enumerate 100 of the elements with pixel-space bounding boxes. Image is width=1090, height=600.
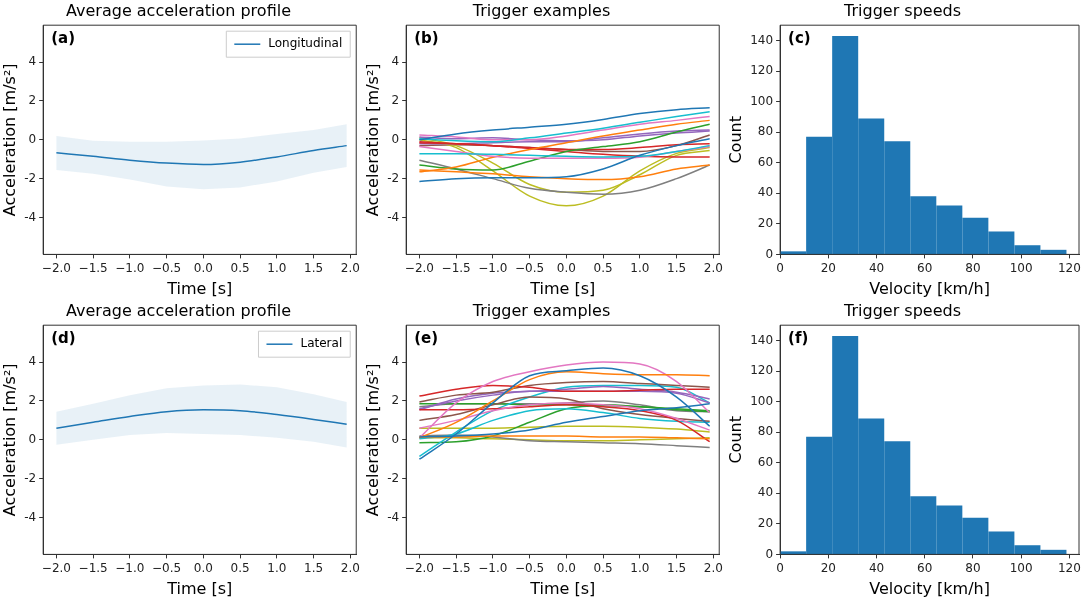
x-tick-label: 1.5 — [304, 560, 324, 575]
x-tick-label: 20 — [820, 260, 836, 275]
y-tick-label: 80 — [757, 124, 774, 139]
x-tick-label: 2.0 — [340, 560, 360, 575]
x-tick-label: −0.5 — [152, 260, 182, 275]
x-tick-label: 1.0 — [267, 260, 287, 275]
y-tick-label: 4 — [28, 354, 37, 369]
y-tick-label: 4 — [391, 54, 400, 69]
annotation: (c) — [788, 28, 811, 47]
x-tick-label: 2.0 — [703, 260, 723, 275]
x-tick-label: 80 — [965, 560, 981, 575]
annotation: (d) — [51, 328, 76, 347]
y-tick-label: -2 — [24, 470, 37, 485]
x-axis-title: Velocity [km/h] — [869, 278, 990, 298]
y-tick-label: 40 — [757, 485, 774, 500]
x-tick-label: 0.5 — [593, 260, 613, 275]
x-tick-label: 0.5 — [230, 560, 250, 575]
chart-title: Trigger speeds — [843, 0, 961, 20]
y-tick-label: 120 — [750, 363, 774, 378]
x-tick-label: −0.5 — [515, 560, 545, 575]
x-tick-label: 80 — [965, 260, 981, 275]
y-tick-label: 40 — [757, 185, 774, 200]
x-tick-label: 0.0 — [193, 260, 213, 275]
chart-title: Average acceleration profile — [66, 300, 291, 320]
x-tick-label: 1.5 — [304, 260, 324, 275]
y-tick-label: -2 — [24, 170, 37, 185]
legend-label: Longitudinal — [268, 36, 343, 51]
x-tick-label: 1.0 — [630, 260, 650, 275]
y-tick-label: 2 — [28, 93, 37, 108]
y-tick-label: 0 — [28, 431, 37, 446]
annotation: (e) — [414, 328, 439, 347]
x-tick-label: −1.5 — [78, 560, 108, 575]
x-tick-label: −1.0 — [115, 260, 145, 275]
x-tick-label: 120 — [1057, 260, 1081, 275]
y-axis-title: Count — [725, 116, 745, 164]
x-tick-label: −1.5 — [78, 260, 108, 275]
legend-label: Lateral — [300, 336, 343, 351]
y-tick-label: 0 — [28, 131, 37, 146]
y-tick-label: 60 — [757, 454, 774, 469]
y-tick-label: 20 — [757, 515, 774, 530]
y-tick-label: 0 — [391, 131, 400, 146]
y-tick-label: 80 — [757, 424, 774, 439]
x-tick-label: 0.0 — [193, 560, 213, 575]
x-tick-label: −0.5 — [515, 260, 545, 275]
x-tick-label: 60 — [917, 560, 933, 575]
x-tick-label: 2.0 — [703, 560, 723, 575]
y-axis-title: Acceleration [m/s²] — [362, 63, 382, 217]
x-tick-label: −2.0 — [41, 260, 71, 275]
chart-title: Average acceleration profile — [66, 0, 291, 20]
x-tick-label: 20 — [820, 560, 836, 575]
x-tick-label: 60 — [917, 260, 933, 275]
x-tick-label: 0 — [776, 560, 784, 575]
x-tick-label: 1.5 — [667, 560, 687, 575]
x-axis-title: Time [s] — [529, 278, 596, 298]
x-tick-label: −2.0 — [41, 560, 71, 575]
y-tick-label: 100 — [750, 93, 774, 108]
x-tick-label: −1.0 — [115, 560, 145, 575]
annotation: (f) — [788, 328, 809, 347]
y-tick-label: 0 — [765, 546, 774, 561]
x-tick-label: −1.5 — [441, 260, 471, 275]
y-tick-label: 140 — [750, 32, 774, 47]
y-tick-label: -4 — [387, 509, 400, 524]
y-tick-label: 2 — [391, 93, 400, 108]
x-tick-label: −1.0 — [478, 260, 508, 275]
y-tick-label: 0 — [765, 246, 774, 261]
x-axis-title: Time [s] — [529, 578, 596, 598]
y-tick-label: -4 — [387, 209, 400, 224]
x-tick-label: 40 — [868, 560, 885, 575]
y-tick-label: 100 — [750, 393, 774, 408]
x-tick-label: 100 — [1009, 260, 1033, 275]
y-tick-label: 60 — [757, 154, 774, 169]
x-tick-label: 1.0 — [630, 560, 650, 575]
x-axis-title: Time [s] — [166, 578, 233, 598]
y-tick-label: 2 — [391, 393, 400, 408]
y-axis-title: Acceleration [m/s²] — [362, 363, 382, 517]
y-axis-title: Acceleration [m/s²] — [0, 363, 19, 517]
x-axis-title: Time [s] — [166, 278, 233, 298]
x-tick-label: −1.0 — [478, 560, 508, 575]
y-tick-label: 4 — [28, 54, 37, 69]
y-tick-label: 20 — [757, 215, 774, 230]
y-tick-label: -2 — [387, 470, 400, 485]
x-tick-label: 0.0 — [556, 260, 576, 275]
x-tick-label: −2.0 — [404, 560, 434, 575]
x-tick-label: 100 — [1009, 560, 1033, 575]
annotation: (a) — [51, 28, 76, 47]
x-tick-label: 1.5 — [667, 260, 687, 275]
y-tick-label: 120 — [750, 63, 774, 78]
chart-title: Trigger examples — [471, 0, 611, 20]
y-axis-title: Count — [725, 416, 745, 464]
x-tick-label: 40 — [868, 260, 885, 275]
x-tick-label: 0.0 — [556, 560, 576, 575]
y-tick-label: -2 — [387, 170, 400, 185]
x-tick-label: −1.5 — [441, 560, 471, 575]
y-tick-label: 0 — [391, 431, 400, 446]
y-tick-label: 4 — [391, 354, 400, 369]
y-tick-label: 140 — [750, 332, 774, 347]
x-tick-label: 0.5 — [230, 260, 250, 275]
y-tick-label: -4 — [24, 509, 37, 524]
x-axis-title: Velocity [km/h] — [869, 578, 990, 598]
x-tick-label: −0.5 — [152, 560, 182, 575]
